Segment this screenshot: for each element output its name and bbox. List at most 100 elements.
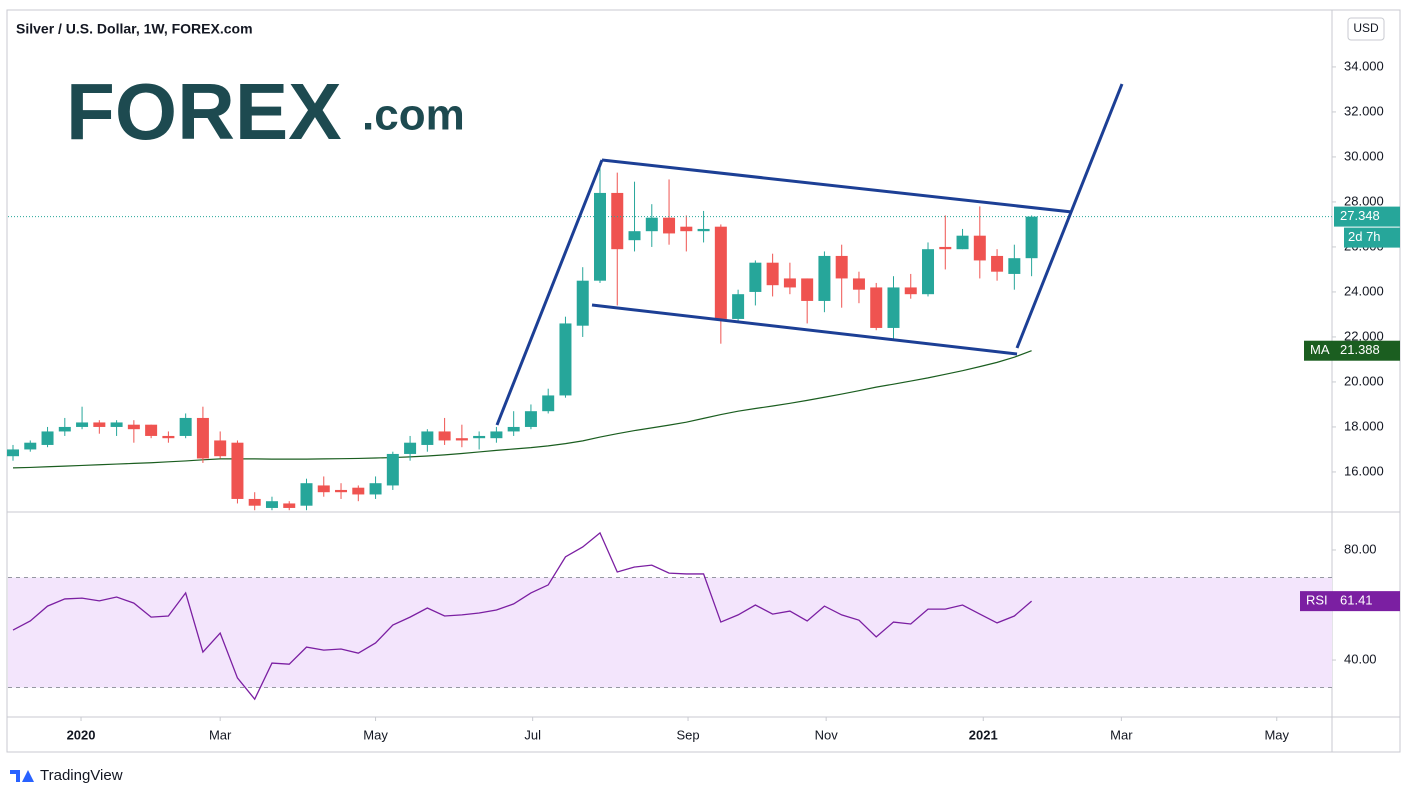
y-tick-label: 80.00 (1344, 541, 1377, 556)
price-tag-bg (1334, 206, 1400, 227)
price-tag: RSI 61.41 (1300, 591, 1400, 612)
candle-body (404, 442, 417, 454)
candle-body (801, 278, 814, 301)
currency-box[interactable] (1347, 17, 1385, 41)
candle-body (179, 417, 192, 436)
candle-body (904, 287, 917, 295)
trend-line (1015, 83, 1124, 349)
footer: TradingView (10, 767, 123, 784)
candle-body (922, 249, 935, 295)
candle-body (714, 226, 727, 319)
x-tick-label: 2021 (969, 727, 998, 742)
logo-main: FOREX (66, 67, 342, 156)
candle-body (991, 255, 1004, 272)
x-tick-label: 2020 (67, 727, 96, 742)
y-tick-label: 30.000 (1344, 148, 1384, 163)
candle-body (335, 489, 348, 493)
countdown-bg (1344, 227, 1400, 248)
candle-body (24, 442, 37, 450)
price-tag-value: 61.41 (1340, 593, 1373, 608)
y-tick-label: 34.000 (1344, 58, 1384, 73)
x-tick-label: Nov (815, 727, 839, 742)
candle-body (835, 255, 848, 279)
candle-body (231, 442, 244, 499)
candle-body (214, 440, 227, 457)
candle-body (93, 422, 106, 427)
candle-body (41, 431, 54, 445)
x-tick-label: May (1264, 727, 1289, 742)
candle-body (110, 422, 123, 427)
series-line (12, 531, 1033, 701)
y-tick-label: 20.000 (1344, 373, 1384, 388)
candle-body (386, 453, 399, 486)
price-tag-bg (1300, 591, 1400, 612)
y-tick-label: 40.00 (1344, 651, 1377, 666)
candle-body (697, 228, 710, 232)
candle-body (283, 503, 296, 508)
candle-body (248, 498, 261, 506)
price-tag-name: RSI (1306, 593, 1328, 608)
price-tag: 27.348 (1334, 206, 1400, 227)
rsi-band (8, 577, 1332, 688)
candle-body (870, 287, 883, 328)
x-tick-label: Sep (676, 727, 699, 742)
plot: 16.00018.00020.00022.00024.00026.00028.0… (7, 58, 1400, 742)
logo-suffix: .com (362, 91, 465, 140)
candle-body (559, 323, 572, 396)
candle-body (507, 426, 520, 432)
candle-body (524, 411, 537, 427)
candle-body (680, 226, 693, 232)
candle-body (576, 280, 589, 326)
candle-body (611, 192, 624, 250)
y-tick-label: 24.000 (1344, 283, 1384, 298)
candle-body (369, 483, 382, 495)
candle-body (818, 255, 831, 301)
y-tick-label: 18.000 (1344, 418, 1384, 433)
y-tick-label: 32.000 (1344, 103, 1384, 118)
candle-body (1025, 216, 1038, 259)
candle-body (7, 449, 20, 457)
candle-body (145, 424, 158, 436)
candle-body (473, 435, 486, 439)
chart-title: Silver / U.S. Dollar, 1W, FOREX.com (16, 21, 253, 37)
candle-body (956, 235, 969, 250)
candle-body (593, 192, 606, 281)
candle-body (317, 485, 330, 493)
candle-body (1008, 258, 1021, 274)
price-tag-bg (1304, 340, 1400, 361)
footer-text: TradingView (40, 767, 123, 784)
candle-body (421, 431, 434, 445)
footer-logo (10, 770, 34, 782)
candle-body (162, 435, 175, 439)
candle-body (783, 278, 796, 288)
candle-body (628, 231, 641, 241)
candle-body (852, 278, 865, 290)
candle-body (732, 294, 745, 319)
price-tag-value: 27.348 (1340, 208, 1380, 223)
x-tick-label: May (363, 727, 388, 742)
candle-body (76, 422, 89, 427)
currency: USD (1353, 21, 1379, 35)
candle-body (939, 246, 952, 250)
y-tick-label: 16.000 (1344, 463, 1384, 478)
candle-body (645, 217, 658, 232)
candle-body (438, 431, 451, 441)
candle-body (749, 262, 762, 292)
title-bg (12, 18, 292, 42)
candle-body (663, 217, 676, 234)
x-tick-label: Mar (1110, 727, 1133, 742)
candle-body (766, 262, 779, 286)
countdown: 2d 7h (1348, 229, 1381, 244)
candle-body (887, 287, 900, 328)
y-tick-label: 22.000 (1344, 328, 1384, 343)
channel-drawing (495, 83, 1124, 426)
candle-body (490, 431, 503, 439)
candle-body (542, 395, 555, 412)
frame (6, 9, 1401, 753)
candle-body (196, 417, 209, 459)
candle-body (265, 501, 278, 508)
candle-body (300, 483, 313, 506)
series-line (12, 350, 1032, 469)
candle-body (455, 438, 468, 441)
